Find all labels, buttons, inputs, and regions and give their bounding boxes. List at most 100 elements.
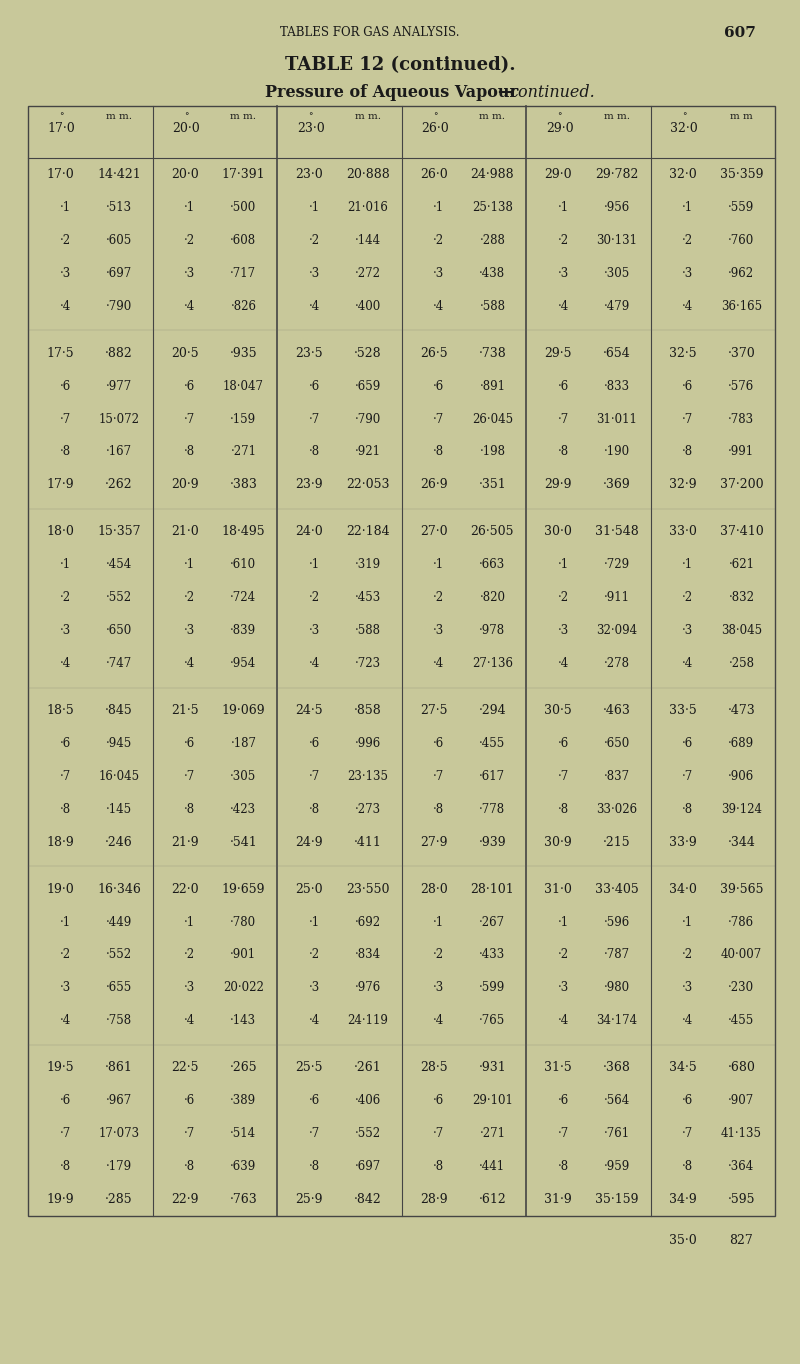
Text: ·528: ·528: [354, 346, 382, 360]
Text: 34·5: 34·5: [669, 1061, 697, 1075]
Text: ·4: ·4: [558, 1015, 569, 1027]
Text: ·2: ·2: [682, 591, 694, 604]
Text: ·4: ·4: [309, 300, 320, 312]
Text: ·738: ·738: [478, 346, 506, 360]
Text: ·2: ·2: [309, 591, 320, 604]
Text: °: °: [59, 112, 64, 121]
Text: ·588: ·588: [479, 300, 506, 312]
Text: 29·101: 29·101: [472, 1094, 513, 1108]
Text: ·650: ·650: [106, 625, 132, 637]
Text: continued.: continued.: [509, 85, 594, 101]
Text: 28·0: 28·0: [420, 883, 448, 896]
Text: ·479: ·479: [604, 300, 630, 312]
Text: 29·782: 29·782: [595, 168, 638, 181]
Bar: [28, 106, 775, 1215]
Text: 19·659: 19·659: [222, 883, 265, 896]
Text: ·7: ·7: [558, 1127, 569, 1140]
Text: ·4: ·4: [184, 657, 195, 670]
Text: ·2: ·2: [60, 233, 71, 247]
Text: ·692: ·692: [355, 915, 381, 929]
Text: ·3: ·3: [682, 267, 694, 280]
Text: 22·184: 22·184: [346, 525, 390, 539]
Text: ·190: ·190: [604, 446, 630, 458]
Text: 27·9: 27·9: [420, 836, 448, 848]
Text: 24·9: 24·9: [295, 836, 323, 848]
Text: 37·410: 37·410: [719, 525, 763, 539]
Text: ·4: ·4: [682, 300, 694, 312]
Text: ·8: ·8: [434, 803, 445, 816]
Text: ·659: ·659: [354, 379, 381, 393]
Text: ·4: ·4: [558, 657, 569, 670]
Text: ·837: ·837: [604, 769, 630, 783]
Text: 28·101: 28·101: [470, 883, 514, 896]
Text: ·6: ·6: [60, 379, 71, 393]
Text: 25·0: 25·0: [295, 883, 323, 896]
Text: 31·0: 31·0: [545, 883, 572, 896]
Text: °: °: [308, 112, 313, 121]
Text: ·215: ·215: [603, 836, 630, 848]
Text: 18·0: 18·0: [46, 525, 74, 539]
Text: ·278: ·278: [604, 657, 630, 670]
Text: ·3: ·3: [184, 625, 195, 637]
Text: 15·357: 15·357: [97, 525, 141, 539]
Text: ·760: ·760: [728, 233, 754, 247]
Text: ·8: ·8: [309, 446, 320, 458]
Text: ·6: ·6: [309, 737, 320, 750]
Text: ·4: ·4: [309, 657, 320, 670]
Text: ·364: ·364: [728, 1161, 754, 1173]
Text: 20·0: 20·0: [171, 168, 198, 181]
Text: m m.: m m.: [479, 112, 506, 121]
Text: ·7: ·7: [184, 769, 195, 783]
Text: ·2: ·2: [309, 948, 320, 962]
Text: ·294: ·294: [478, 704, 506, 717]
Text: ·7: ·7: [434, 1127, 445, 1140]
Text: ·790: ·790: [106, 300, 132, 312]
Text: ·305: ·305: [604, 267, 630, 280]
Text: ·4: ·4: [60, 300, 71, 312]
Text: ·7: ·7: [434, 769, 445, 783]
Text: 24·119: 24·119: [347, 1015, 388, 1027]
Text: ·6: ·6: [184, 737, 195, 750]
Text: 827: 827: [730, 1234, 754, 1247]
Text: ·473: ·473: [727, 704, 755, 717]
Text: ·4: ·4: [184, 300, 195, 312]
Text: m m.: m m.: [355, 112, 381, 121]
Text: ·370: ·370: [727, 346, 755, 360]
Text: 15·072: 15·072: [98, 412, 139, 426]
Text: ·621: ·621: [728, 558, 754, 572]
Text: ·6: ·6: [184, 1094, 195, 1108]
Text: ·3: ·3: [434, 267, 445, 280]
Text: ·187: ·187: [230, 737, 256, 750]
Text: ·8: ·8: [682, 1161, 694, 1173]
Text: ·1: ·1: [434, 558, 445, 572]
Text: ·344: ·344: [727, 836, 755, 848]
Text: 39·124: 39·124: [721, 803, 762, 816]
Text: ·2: ·2: [558, 591, 569, 604]
Text: ·956: ·956: [604, 201, 630, 214]
Text: ·576: ·576: [728, 379, 754, 393]
Text: ·7: ·7: [682, 412, 694, 426]
Text: 32·094: 32·094: [596, 625, 638, 637]
Text: —: —: [497, 85, 513, 101]
Text: ·911: ·911: [604, 591, 630, 604]
Text: ·3: ·3: [434, 625, 445, 637]
Text: ·976: ·976: [354, 982, 381, 994]
Text: m m.: m m.: [604, 112, 630, 121]
Text: 31·011: 31·011: [597, 412, 638, 426]
Text: m m.: m m.: [230, 112, 256, 121]
Text: 26·0: 26·0: [420, 168, 448, 181]
Text: ·962: ·962: [728, 267, 754, 280]
Text: ·8: ·8: [184, 446, 195, 458]
Text: ·500: ·500: [230, 201, 257, 214]
Text: 17·0: 17·0: [48, 121, 75, 135]
Text: ·1: ·1: [682, 201, 694, 214]
Text: 27·5: 27·5: [420, 704, 448, 717]
Text: 33·0: 33·0: [669, 525, 697, 539]
Text: ·552: ·552: [355, 1127, 381, 1140]
Text: TABLES FOR GAS ANALYSIS.: TABLES FOR GAS ANALYSIS.: [280, 26, 460, 40]
Text: ·6: ·6: [682, 737, 694, 750]
Text: ·3: ·3: [682, 982, 694, 994]
Text: ·8: ·8: [184, 803, 195, 816]
Text: ·729: ·729: [604, 558, 630, 572]
Text: 33·405: 33·405: [595, 883, 638, 896]
